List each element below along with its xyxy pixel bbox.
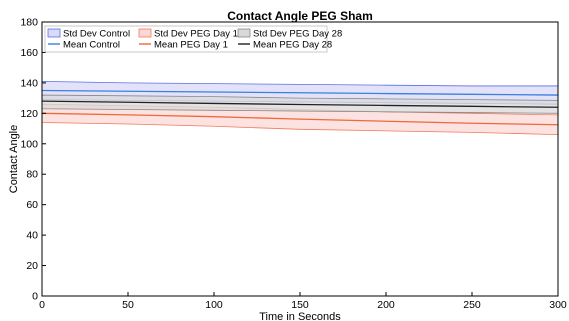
legend-label-std-dev-peg-day-28: Std Dev PEG Day 28 <box>253 29 342 40</box>
line-mean-peg-day-28 <box>41 100 559 108</box>
y-tick-label: 40 <box>26 230 38 242</box>
y-tick-label: 0 <box>32 291 38 303</box>
y-tick-label: 180 <box>20 17 38 29</box>
mean-lines <box>41 89 559 126</box>
line-mean-peg-day-1 <box>41 112 559 126</box>
y-tick-label: 160 <box>20 47 38 59</box>
ticks: 0 50 100 150 200 250 300 0 20 40 60 80 100 120 140 160 1… <box>20 17 566 312</box>
x-tick-label: 100 <box>205 299 223 311</box>
legend-label-std-dev-control: Std Dev Control <box>63 29 130 40</box>
y-tick-label: 120 <box>20 108 38 120</box>
plot-frame <box>41 21 559 297</box>
legend-box <box>44 25 328 53</box>
x-tick-label: 200 <box>377 299 395 311</box>
x-tick-label: 250 <box>463 299 481 311</box>
legend-swatch-std-dev-peg-day-28 <box>237 28 251 38</box>
chart-title: Contact Angle PEG Sham <box>227 9 373 23</box>
legend-label-std-dev-peg-day-1: Std Dev PEG Day 1 <box>154 29 238 40</box>
line-mean-control <box>41 89 559 96</box>
y-tick-label: 20 <box>26 260 38 272</box>
legend-label-mean-peg-day-28: Mean PEG Day 28 <box>253 40 332 51</box>
y-axis-label: Contact Angle <box>8 125 20 194</box>
x-tick-label: 0 <box>39 299 45 311</box>
x-tick-label: 150 <box>291 299 309 311</box>
std-dev-bands <box>41 80 559 136</box>
legend-label-mean-peg-day-1: Mean PEG Day 1 <box>154 40 228 51</box>
legend-swatch-std-dev-peg-day-1 <box>138 28 152 38</box>
legend: Std Dev Control Std Dev PEG Day 1 Std Dev … <box>44 25 342 53</box>
x-tick-label: 50 <box>122 299 134 311</box>
y-tick-label: 60 <box>26 199 38 211</box>
axes <box>41 21 559 297</box>
x-axis-label: Time in Seconds <box>259 311 341 321</box>
y-tick-label: 140 <box>20 77 38 89</box>
y-tick-label: 100 <box>20 138 38 150</box>
x-tick-label: 300 <box>549 299 567 311</box>
legend-swatch-std-dev-control <box>47 28 61 38</box>
y-tick-label: 80 <box>26 169 38 181</box>
legend-label-mean-control: Mean Control <box>63 40 120 51</box>
